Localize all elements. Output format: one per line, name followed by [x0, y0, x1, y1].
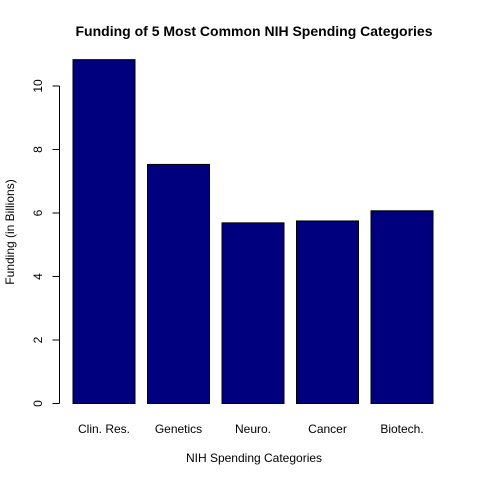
- y-tick-label: 10: [31, 79, 45, 93]
- y-axis-label: Funding (in Billions): [3, 179, 17, 284]
- x-category-labels: Clin. Res. Genetics Neuro. Cancer Biotech.: [78, 422, 424, 436]
- bar-cancer: [296, 220, 359, 404]
- bar-clin-res: [72, 59, 136, 405]
- x-category-label: Clin. Res.: [78, 422, 130, 436]
- y-tick-label: 6: [31, 209, 45, 216]
- bars-group: [72, 59, 434, 405]
- y-axis: 0 2 4 6 8 10: [31, 79, 60, 407]
- bar-biotech: [370, 210, 434, 404]
- bar-genetics: [147, 163, 210, 404]
- y-tick-label: 4: [31, 273, 45, 280]
- y-tick-label: 0: [31, 400, 45, 407]
- y-tick-label: 8: [31, 146, 45, 153]
- x-category-label: Genetics: [155, 422, 202, 436]
- bar-neuro: [221, 222, 285, 404]
- x-category-label: Biotech.: [380, 422, 423, 436]
- x-axis-label: NIH Spending Categories: [186, 451, 322, 465]
- x-category-label: Cancer: [308, 422, 347, 436]
- chart-title: Funding of 5 Most Common NIH Spending Ca…: [76, 23, 433, 39]
- x-category-label: Neuro.: [235, 422, 271, 436]
- y-tick-label: 2: [31, 336, 45, 343]
